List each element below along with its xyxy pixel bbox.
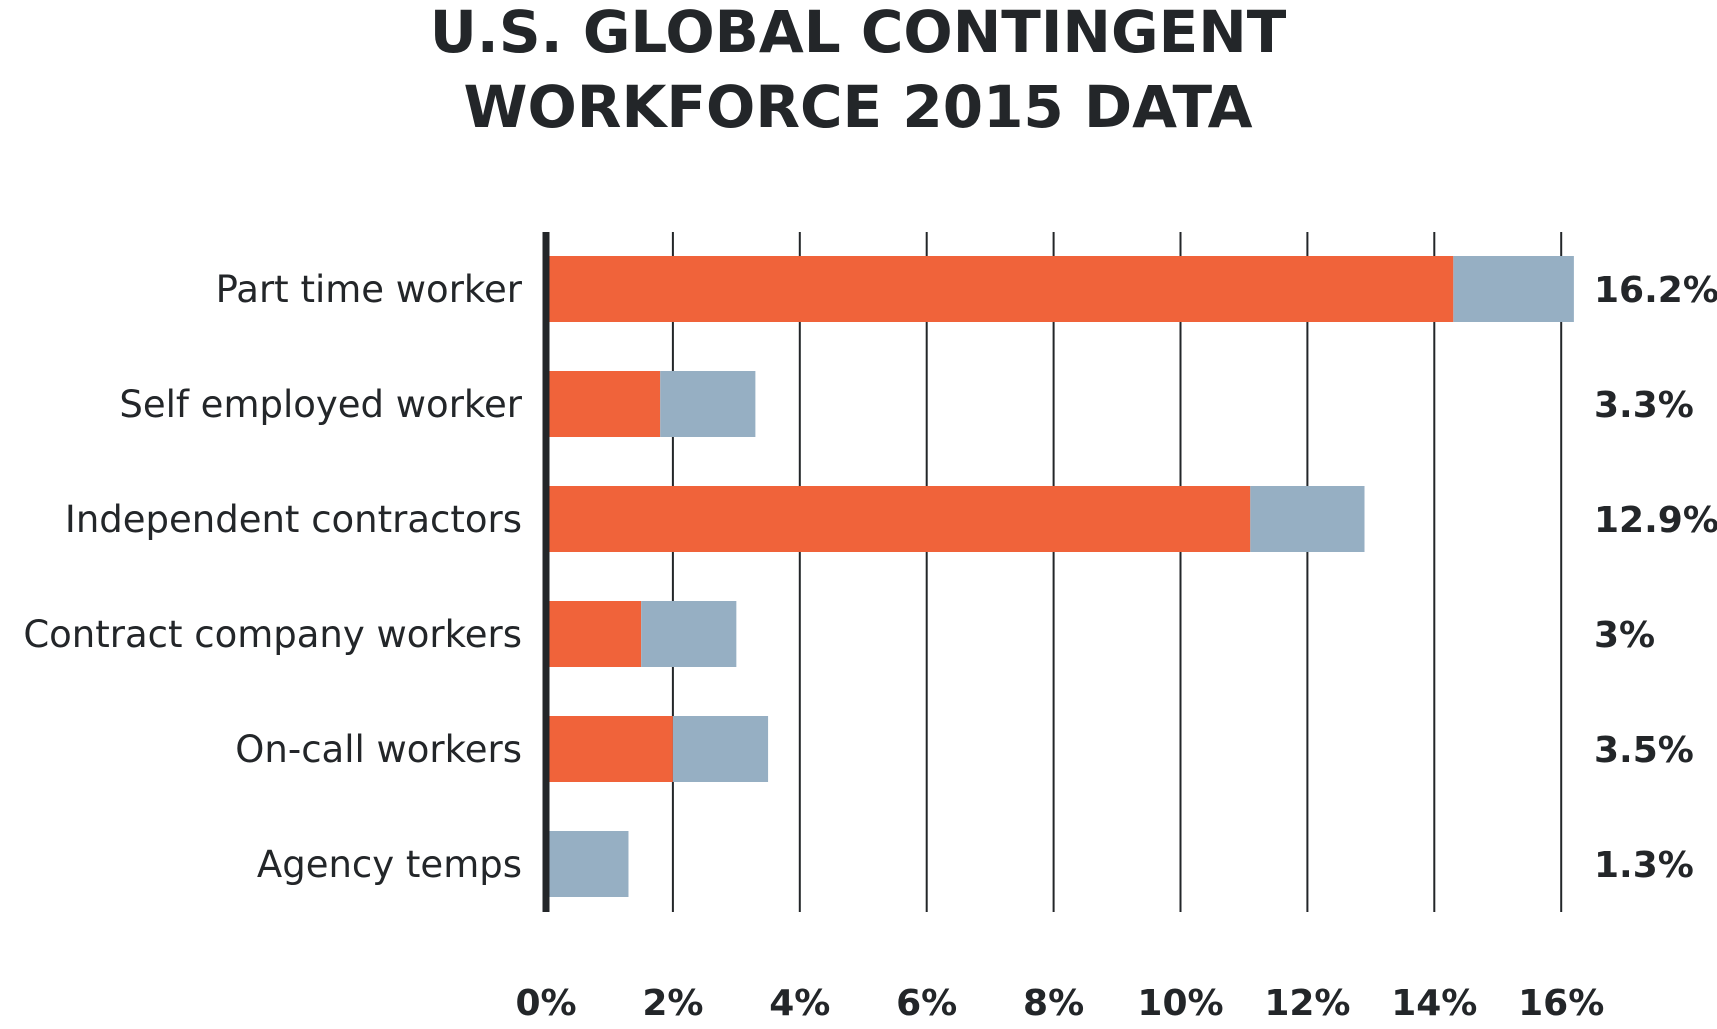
bar-segment-orange-0 (546, 256, 1454, 322)
bar-segment-blue-3 (641, 601, 737, 667)
chart-title-line-2: WORKFORCE 2015 DATA (464, 73, 1253, 141)
category-label: On-call workers (235, 728, 522, 771)
x-tick-label: 16% (1518, 983, 1604, 1024)
total-label: 3% (1594, 615, 1655, 656)
x-tick-label: 12% (1264, 983, 1350, 1024)
bar-segment-orange-1 (546, 371, 661, 437)
x-tick-label: 2% (642, 983, 703, 1024)
bar-segment-blue-5 (546, 831, 629, 897)
x-axis-tick-labels: 0% 2% 4% 6% 8% 10% 12% 14% 16% (515, 983, 1604, 1024)
category-label: Contract company workers (23, 613, 522, 656)
total-label: 12.9% (1594, 500, 1717, 541)
gridlines (671, 232, 1563, 912)
x-tick-label: 4% (769, 983, 830, 1024)
bar-segment-orange-4 (546, 716, 673, 782)
total-labels: 16.2% 3.3% 12.9% 3% 3.5% 1.3% (1594, 270, 1717, 886)
bar-segment-blue-0 (1453, 256, 1574, 322)
category-label: Self employed worker (119, 383, 522, 426)
total-label: 3.5% (1594, 730, 1694, 771)
chart-title: U.S. GLOBAL CONTINGENT WORKFORCE 2015 DA… (430, 0, 1287, 141)
x-tick-label: 6% (896, 983, 957, 1024)
x-tick-label: 14% (1391, 983, 1477, 1024)
x-tick-label: 8% (1023, 983, 1084, 1024)
category-label: Independent contractors (65, 498, 522, 541)
bar-segment-blue-4 (672, 716, 769, 782)
category-label: Part time worker (216, 268, 523, 311)
total-label: 1.3% (1594, 845, 1694, 886)
total-label: 16.2% (1594, 270, 1717, 311)
category-label: Agency temps (257, 843, 522, 886)
x-tick-label: 10% (1137, 983, 1223, 1024)
bar-segment-blue-2 (1250, 486, 1365, 552)
x-tick-label: 0% (515, 983, 576, 1024)
bars (546, 256, 1574, 897)
bar-segment-orange-3 (546, 601, 642, 667)
total-label: 3.3% (1594, 385, 1694, 426)
bar-segment-blue-1 (660, 371, 756, 437)
bar-segment-orange-2 (546, 486, 1251, 552)
chart-title-line-1: U.S. GLOBAL CONTINGENT (430, 0, 1287, 66)
category-labels: Part time worker Self employed worker Inde… (23, 268, 522, 886)
